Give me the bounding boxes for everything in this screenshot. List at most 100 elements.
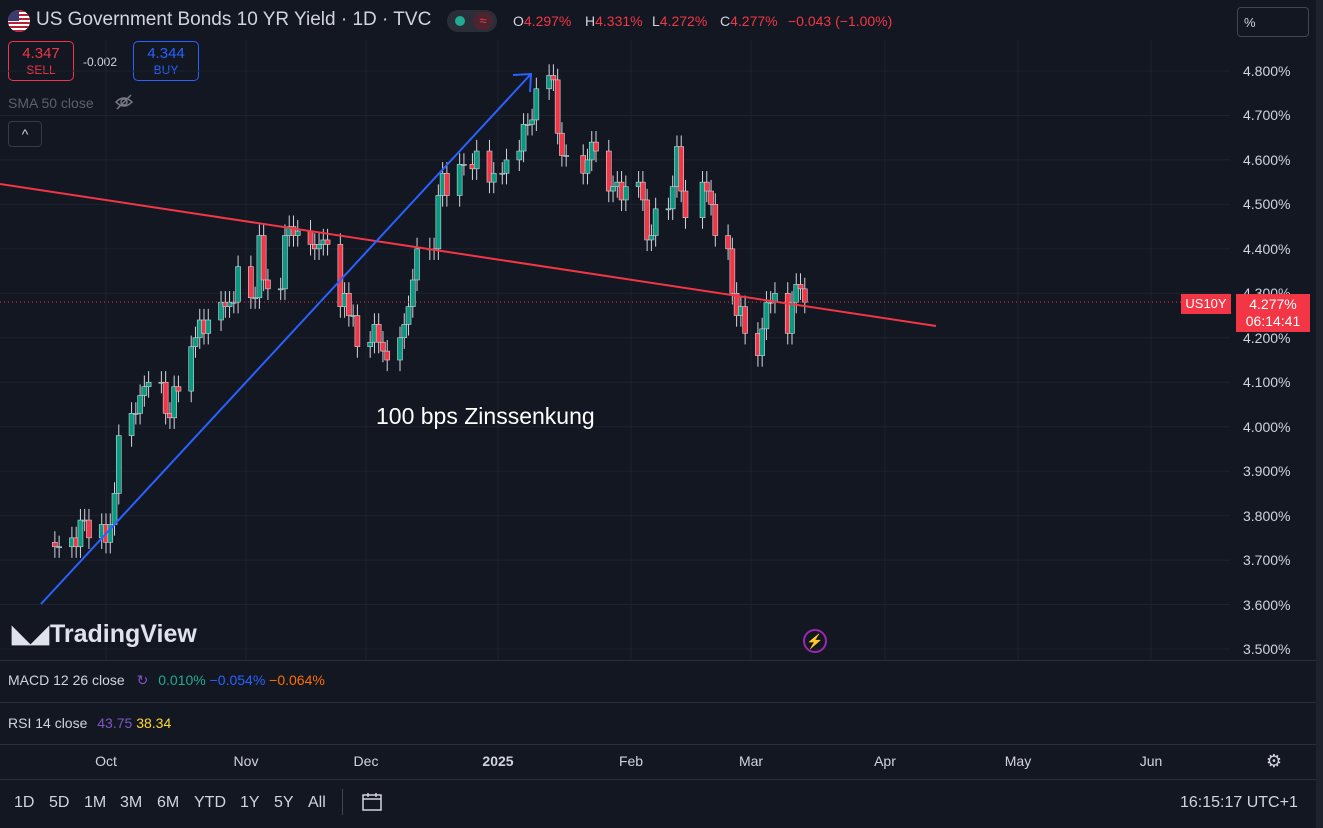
candle-body [235,266,241,303]
candle-body [192,337,199,347]
pane-divider[interactable] [0,702,1316,703]
sell-button[interactable]: 4.347 SELL [8,41,74,81]
rsi-value: 43.75 [97,715,133,731]
candle-body [563,155,569,157]
spread-value: -0.002 [83,55,118,69]
utc-clock[interactable]: 16:15:17 UTC+1 [1180,794,1298,811]
rsi-legend[interactable]: RSI 14 close 43.75 38.34 [8,715,171,731]
buy-price: 4.344 [147,45,185,62]
candle-body [133,413,139,415]
y-tick-label: 4.000% [1243,418,1291,435]
pane-divider[interactable] [0,660,1316,661]
candle-body [503,159,510,174]
date-range-icon[interactable] [360,790,384,814]
buy-label: BUY [153,63,179,77]
settings-gear-icon[interactable]: ⚙ [1265,751,1283,771]
candle-body [248,266,254,299]
scale-mode-field[interactable]: % [1237,7,1309,37]
toolbar-separator [342,789,343,815]
candle-body [652,208,659,236]
candle-body [56,546,62,549]
scrollbar[interactable] [1316,0,1323,828]
candle-body [375,324,382,343]
candle-body [260,235,267,281]
chevron-up-icon: ^ [21,126,29,142]
candle-body [763,301,770,330]
range-button-3m[interactable]: 3M [120,794,143,811]
candle-body [265,279,271,290]
trend-line [0,183,937,327]
candle-body [499,172,506,175]
candle-body [277,288,284,291]
y-tick-label: 3.500% [1243,641,1291,657]
market-open-dot-icon [455,16,465,26]
candle-body [742,306,748,334]
macd-legend[interactable]: MACD 12 26 close ↻ 0.010% −0.054% −0.064… [8,672,325,689]
price-chart[interactable] [0,40,1230,660]
candle-body [145,381,152,387]
x-tick-label: Jun [1139,753,1163,769]
refresh-icon[interactable]: ↻ [136,672,149,688]
candle-body [546,75,552,90]
pane-divider[interactable] [0,744,1316,745]
candle-body [725,235,731,250]
candle-body [384,350,391,361]
candle-body [231,301,237,304]
range-button-ytd[interactable]: YTD [194,794,226,811]
collapse-legend-button[interactable]: ^ [8,121,42,147]
wave-icon: ≈ [473,12,493,30]
candle-body [456,164,463,196]
buy-button[interactable]: 4.344 BUY [133,41,199,81]
x-tick-label: Dec [353,753,379,769]
sell-label: SELL [26,63,56,77]
x-tick-label: Nov [233,753,259,769]
range-button-1m[interactable]: 1M [84,794,107,811]
y-tick-label: 3.700% [1243,552,1291,569]
ohlc-open: O4.297% [513,13,572,29]
candle-body [533,88,540,121]
y-tick-label: 4.100% [1243,374,1291,391]
candle-body [346,293,352,316]
candle-body [435,195,442,250]
candle-body [623,186,629,201]
symbol-title[interactable]: US Government Bonds 10 YR Yield · 1D · T… [36,9,432,30]
candle-body [801,288,808,303]
x-tick-label: Oct [95,753,117,769]
x-tick-label: May [1004,753,1032,769]
range-button-1y[interactable]: 1Y [240,794,260,811]
macd-value: 0.010% [158,672,206,688]
candle-body [294,230,301,236]
candle-body [708,190,714,205]
candle-body [414,248,420,281]
range-button-5y[interactable]: 5Y [274,794,294,811]
candle-body [648,235,655,241]
candle-body [397,337,403,361]
market-status-pill[interactable]: ≈ [447,10,497,32]
range-button-1d[interactable]: 1D [14,794,35,811]
y-tick-label: 4.600% [1243,151,1291,168]
candle-body [789,301,795,334]
tradingview-logo: ◣◢TradingView [12,620,197,649]
range-button-all[interactable]: All [308,794,326,811]
symbol-price-tag: US10Y [1181,294,1231,314]
watermark-text: TradingView [50,620,197,648]
candle-body [584,159,591,174]
lightning-icon[interactable]: ⚡ [803,629,827,653]
eye-hidden-icon[interactable] [114,93,134,111]
rsi-ma-value: 38.34 [136,715,172,731]
candle-body [137,395,143,414]
range-button-6m[interactable]: 6M [157,794,180,811]
candle-body [354,315,361,347]
candle-body [529,119,535,125]
tv-logo-icon: ◣◢ [12,621,49,648]
sma-indicator-label[interactable]: SMA 50 close [8,95,94,111]
candle-body [473,150,480,170]
candle-body [282,235,288,290]
range-button-5d[interactable]: 5D [49,794,70,811]
histogram-value: −0.064% [269,672,325,688]
candle-body [729,248,736,294]
candle-body [759,328,765,356]
chart-annotation[interactable]: 100 bps Zinssenkung [376,403,595,429]
candle-body [141,386,148,396]
y-tick-label: 4.400% [1243,240,1291,257]
